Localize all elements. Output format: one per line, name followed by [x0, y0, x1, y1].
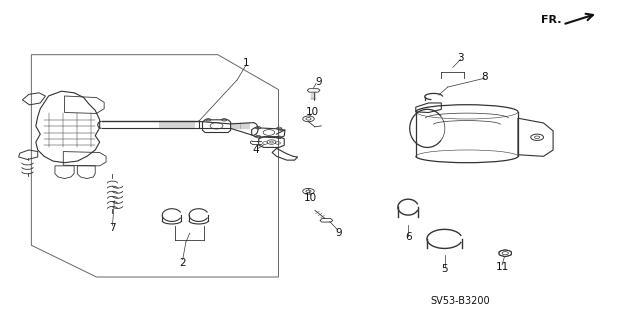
Text: 8: 8	[481, 72, 488, 82]
Text: 4: 4	[253, 145, 259, 155]
Text: 10: 10	[304, 193, 317, 203]
Text: 3: 3	[457, 53, 464, 63]
Text: 1: 1	[243, 58, 250, 68]
Text: 9: 9	[336, 227, 342, 238]
Text: 6: 6	[405, 232, 412, 242]
Text: 11: 11	[495, 263, 509, 272]
Text: 5: 5	[441, 264, 448, 274]
Text: 9: 9	[316, 77, 322, 87]
Text: SV53-B3200: SV53-B3200	[431, 296, 490, 306]
Text: 7: 7	[109, 223, 116, 233]
Text: 2: 2	[179, 258, 186, 268]
Text: FR.: FR.	[541, 15, 561, 25]
Text: 10: 10	[306, 107, 319, 117]
